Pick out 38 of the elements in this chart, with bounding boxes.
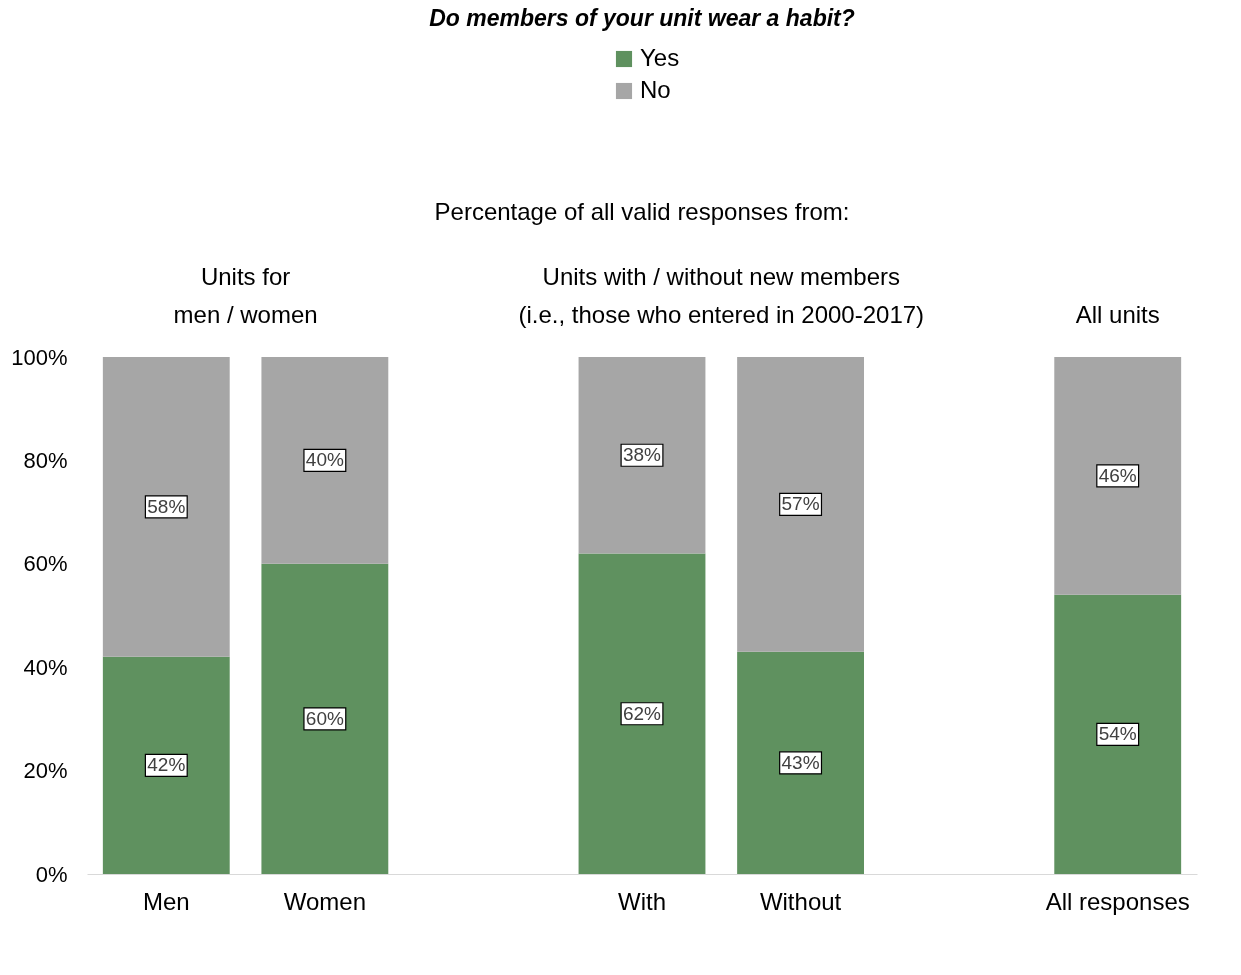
- data-label: 57%: [781, 493, 820, 515]
- x-tick-label: Without: [759, 887, 842, 915]
- y-tick-label: 80%: [23, 447, 68, 473]
- bar: [261, 563, 389, 874]
- y-tick-label: 100%: [11, 344, 68, 370]
- bar: [737, 357, 864, 652]
- x-tick-label: Women: [283, 887, 366, 915]
- data-label: 60%: [305, 707, 344, 729]
- y-tick-label: 60%: [23, 551, 68, 577]
- bar: [578, 553, 706, 874]
- bar: [102, 656, 230, 874]
- data-label: 43%: [781, 751, 820, 773]
- bar: [102, 357, 230, 657]
- data-label: 62%: [622, 702, 662, 724]
- bar: [578, 357, 706, 554]
- y-tick-label: 0%: [35, 861, 68, 887]
- bar: [1054, 357, 1182, 595]
- legend-label: Yes: [640, 44, 680, 71]
- y-tick-label: 20%: [23, 758, 68, 784]
- bar: [1054, 594, 1182, 874]
- text: Units for men / women: [173, 263, 318, 328]
- x-tick-label: With: [618, 887, 666, 915]
- text: All units: [1075, 301, 1160, 328]
- bar: [737, 651, 864, 874]
- x-tick-label: Men: [142, 887, 190, 915]
- data-label: 54%: [1098, 723, 1137, 745]
- data-label: 40%: [305, 449, 344, 471]
- y-tick-label: 40%: [23, 654, 68, 680]
- data-label: 42%: [147, 754, 186, 776]
- data-label: 38%: [622, 444, 662, 466]
- data-label: 46%: [1098, 464, 1137, 486]
- chart-title: Do members of your unit wear a habit?: [429, 5, 855, 31]
- text: Units with / without new members (i.e., those who entered in 2000-2017): [518, 263, 925, 328]
- x-tick-label: All responses: [1045, 887, 1190, 915]
- chart-subtitle: Percentage of all valid responses from:: [434, 198, 850, 225]
- bar: [261, 357, 389, 564]
- data-label: 58%: [147, 495, 186, 517]
- legend-label: No: [640, 76, 671, 103]
